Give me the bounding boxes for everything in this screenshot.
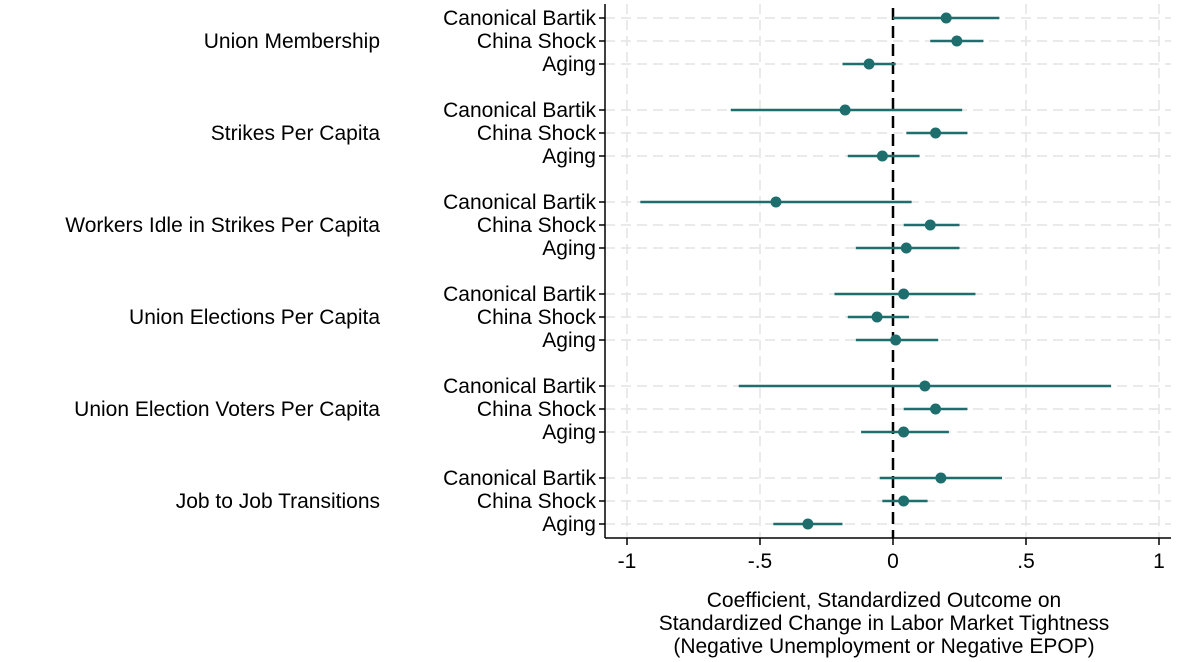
category-label: Aging — [542, 421, 596, 444]
group-label: Union Election Voters Per Capita — [74, 398, 380, 421]
category-label: Canonical Bartik — [443, 283, 596, 306]
coefficient-point — [930, 127, 942, 139]
coefficient-point — [900, 242, 912, 254]
ci-layer — [640, 16, 1112, 526]
x-tick-label: -.5 — [748, 550, 773, 573]
coefficient-point — [890, 334, 902, 346]
coefficient-point — [898, 495, 910, 507]
coefficient-point — [924, 219, 936, 231]
coefficient-point — [802, 518, 814, 530]
axis-title-layer: Coefficient, Standardized Outcome onStan… — [659, 589, 1110, 658]
category-label: Canonical Bartik — [443, 467, 596, 490]
grid-layer — [605, 4, 1171, 538]
category-label: Aging — [542, 145, 596, 168]
category-label: Aging — [542, 513, 596, 536]
coefficient-point — [839, 104, 851, 116]
category-label: Aging — [542, 329, 596, 352]
group-label: Union Membership — [204, 30, 380, 53]
category-label: China Shock — [477, 214, 597, 237]
category-label: Aging — [542, 53, 596, 76]
coefficient-point — [898, 426, 910, 438]
coefficient-point — [919, 380, 931, 392]
category-label: China Shock — [477, 122, 597, 145]
x-tick-label: -1 — [618, 550, 637, 573]
group-label: Strikes Per Capita — [211, 122, 381, 145]
category-label: China Shock — [477, 490, 597, 513]
x-tick-label: .5 — [1017, 550, 1035, 573]
category-label: China Shock — [477, 398, 597, 421]
coefficient-point — [876, 150, 888, 162]
group-label: Union Elections Per Capita — [129, 306, 380, 329]
coefficient-point — [863, 58, 875, 70]
coefficient-point — [951, 35, 963, 47]
x-axis-title-line: (Negative Unemployment or Negative EPOP) — [673, 635, 1094, 658]
point-layer — [770, 12, 963, 530]
category-label: China Shock — [477, 30, 597, 53]
coefficient-point — [935, 472, 947, 484]
x-tick-label: 1 — [1153, 550, 1165, 573]
x-tick-label: 0 — [887, 550, 899, 573]
x-axis-title-line: Coefficient, Standardized Outcome on — [707, 589, 1062, 612]
category-label: Aging — [542, 237, 596, 260]
x-axis-title-line: Standardized Change in Labor Market Tigh… — [659, 612, 1110, 635]
category-label: Canonical Bartik — [443, 375, 596, 398]
category-label: Canonical Bartik — [443, 7, 596, 30]
coefficient-point — [940, 12, 952, 24]
coefficient-point — [871, 311, 883, 323]
group-label: Workers Idle in Strikes Per Capita — [65, 214, 380, 237]
coefficient-point — [770, 196, 782, 208]
group-label: Job to Job Transitions — [176, 490, 380, 513]
axis-layer: -1 -.5 0 .5 1 — [599, 4, 1171, 573]
category-label: China Shock — [477, 306, 597, 329]
category-label: Canonical Bartik — [443, 99, 596, 122]
coefficient-point — [898, 288, 910, 300]
coefficient-point — [930, 403, 942, 415]
category-label: Canonical Bartik — [443, 191, 596, 214]
